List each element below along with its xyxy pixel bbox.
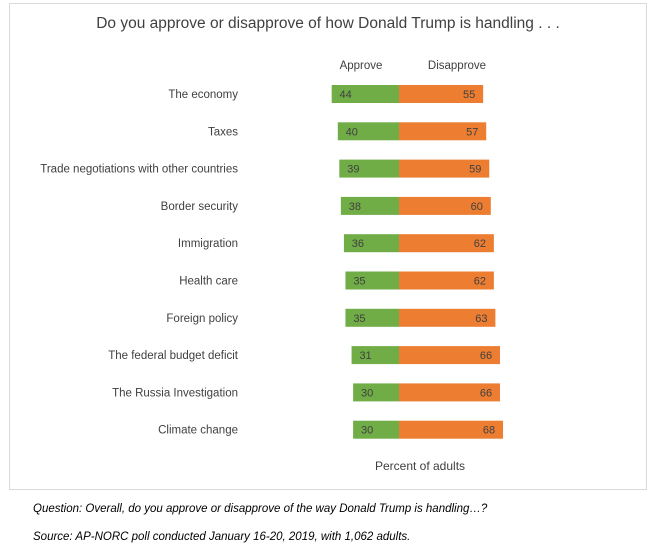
data-label-approve: 39 bbox=[347, 164, 359, 176]
bar-approve bbox=[339, 159, 399, 178]
data-label-disapprove: 66 bbox=[480, 350, 492, 362]
bar-disapprove bbox=[399, 234, 494, 253]
source-note: Source: AP-NORC poll conducted January 1… bbox=[33, 531, 411, 543]
data-label-disapprove: 57 bbox=[466, 126, 478, 138]
data-label-disapprove: 68 bbox=[483, 425, 495, 437]
legend-disapprove: Disapprove bbox=[428, 60, 486, 72]
category-label: The economy bbox=[168, 89, 238, 101]
data-label-approve: 40 bbox=[346, 126, 358, 138]
bar-disapprove bbox=[399, 346, 500, 365]
bar-disapprove bbox=[399, 122, 487, 141]
bar-approve bbox=[331, 85, 399, 103]
category-label: The federal budget deficit bbox=[108, 350, 239, 362]
chart-title: Do you approve or disapprove of how Dona… bbox=[96, 15, 560, 32]
bar-approve bbox=[340, 196, 399, 215]
category-label: Trade negotiations with other countries bbox=[40, 164, 238, 176]
data-label-disapprove: 59 bbox=[469, 164, 481, 176]
category-label: Climate change bbox=[158, 425, 238, 437]
bar-approve bbox=[343, 234, 399, 253]
data-label-disapprove: 66 bbox=[480, 387, 492, 399]
data-label-approve: 30 bbox=[361, 425, 373, 437]
bar-approve bbox=[353, 420, 399, 439]
bar-approve bbox=[351, 346, 399, 365]
data-label-approve: 38 bbox=[349, 201, 361, 213]
bar-approve bbox=[353, 383, 399, 402]
data-label-disapprove: 62 bbox=[474, 276, 486, 288]
chart-frame bbox=[9, 3, 647, 490]
bar-approve bbox=[337, 122, 399, 141]
bar-disapprove bbox=[399, 383, 500, 402]
legend-approve: Approve bbox=[340, 60, 383, 72]
bar-approve bbox=[345, 271, 399, 290]
bar-disapprove bbox=[399, 159, 490, 178]
bar-disapprove bbox=[399, 308, 496, 327]
category-label: Health care bbox=[179, 276, 238, 288]
category-label: Immigration bbox=[178, 238, 238, 250]
bar-disapprove bbox=[399, 85, 484, 103]
category-label: The Russia Investigation bbox=[112, 387, 238, 399]
data-label-disapprove: 55 bbox=[463, 89, 475, 101]
data-label-disapprove: 62 bbox=[474, 238, 486, 250]
category-label: Taxes bbox=[208, 126, 238, 138]
data-label-approve: 35 bbox=[353, 313, 365, 325]
data-label-disapprove: 60 bbox=[471, 201, 483, 213]
bar-disapprove bbox=[399, 271, 494, 290]
data-label-approve: 35 bbox=[353, 276, 365, 288]
category-label: Border security bbox=[161, 201, 239, 213]
bar-disapprove bbox=[399, 196, 491, 215]
data-label-approve: 36 bbox=[352, 238, 364, 250]
data-label-approve: 44 bbox=[340, 89, 352, 101]
bar-approve bbox=[345, 308, 399, 327]
data-label-approve: 31 bbox=[359, 350, 371, 362]
bar-disapprove bbox=[399, 420, 504, 439]
data-label-disapprove: 63 bbox=[475, 313, 487, 325]
x-axis-label: Percent of adults bbox=[375, 459, 465, 473]
question-note: Question: Overall, do you approve or dis… bbox=[33, 503, 488, 515]
data-label-approve: 30 bbox=[361, 387, 373, 399]
category-label: Foreign policy bbox=[166, 313, 238, 325]
chart-plot: Approve Disapprove The economy 44 55 Taxes 40 5… bbox=[40, 60, 504, 473]
